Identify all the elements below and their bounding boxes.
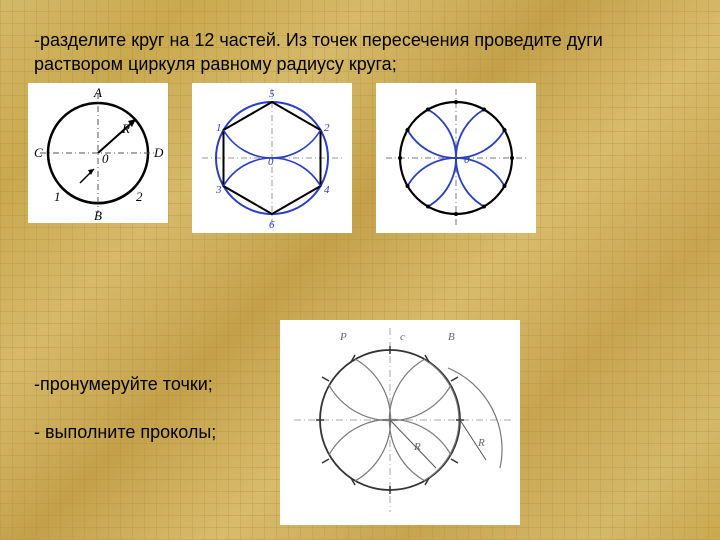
svg-text:4: 4 [324, 184, 330, 196]
svg-text:A: A [93, 85, 102, 100]
svg-text:0: 0 [464, 154, 470, 166]
figure-1-circle-construction: A B C D 0 R 1 2 [28, 83, 168, 223]
svg-text:B: B [94, 208, 102, 223]
svg-text:c: c [400, 331, 405, 343]
figure-row: A B C D 0 R 1 2 [28, 83, 686, 233]
slide-content: -разделите круг на 12 частей. Из точек п… [0, 0, 720, 540]
svg-text:R: R [413, 441, 421, 453]
svg-text:2: 2 [324, 122, 330, 134]
figure-3-twelve-arcs: 0 [376, 83, 536, 233]
svg-text:R: R [477, 437, 485, 449]
svg-text:P: P [339, 331, 347, 343]
lower-text: -пронумеруйте точки; - выполните проколы… [34, 372, 216, 445]
svg-text:0: 0 [268, 156, 274, 168]
figure-4-construction: P B c R R [280, 320, 520, 520]
instruction-2: -пронумеруйте точки; [34, 372, 216, 396]
svg-text:2: 2 [136, 189, 143, 204]
svg-text:C: C [34, 145, 43, 160]
instruction-3: - выполните проколы; [34, 420, 216, 444]
figure-2-hexagon: 0 1 2 3 4 5 6 [192, 83, 352, 233]
svg-text:6: 6 [269, 219, 275, 231]
svg-text:0: 0 [102, 151, 109, 166]
svg-text:1: 1 [216, 122, 222, 134]
svg-text:B: B [448, 331, 455, 343]
svg-text:5: 5 [269, 88, 275, 100]
svg-text:3: 3 [215, 184, 222, 196]
figure-4-wrap: P B c R R [280, 320, 520, 525]
svg-text:D: D [153, 145, 164, 160]
svg-text:1: 1 [54, 189, 61, 204]
instruction-1: -разделите круг на 12 частей. Из точек п… [34, 28, 674, 77]
svg-text:R: R [121, 121, 130, 136]
